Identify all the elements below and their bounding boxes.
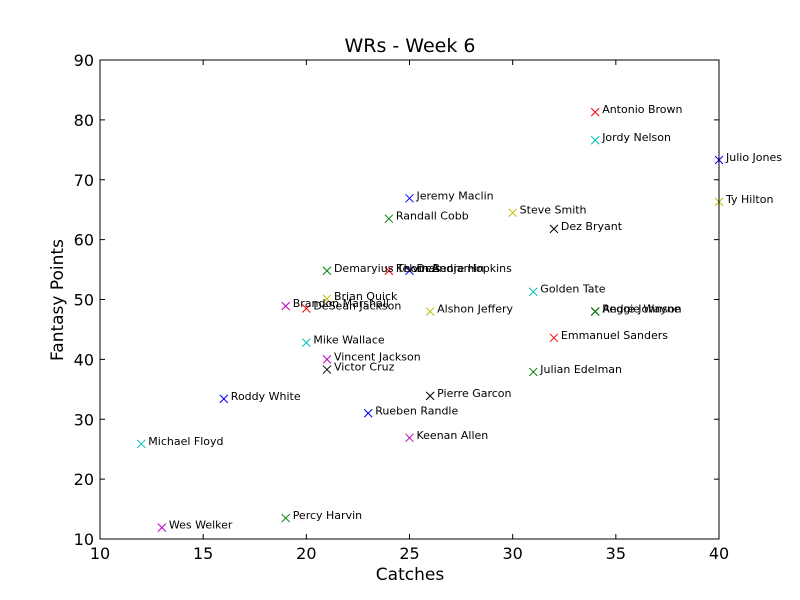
data-point: [425, 391, 435, 401]
point-label: Pierre Garcon: [437, 387, 511, 400]
point-label: Antonio Brown: [602, 103, 682, 116]
point-label: Michael Floyd: [148, 435, 223, 448]
y-tick-label: 30: [74, 410, 94, 429]
data-point: [549, 333, 559, 343]
y-tick: 50: [74, 291, 719, 310]
data-point: [301, 304, 311, 313]
x-tick: 35: [606, 60, 626, 563]
point-label: Jordy Nelson: [601, 131, 671, 144]
point-label: Victor Cruz: [334, 361, 395, 374]
data-point: [508, 208, 518, 218]
data-point: [322, 355, 332, 364]
data-point: [301, 338, 311, 347]
x-tick-label: 15: [193, 544, 213, 563]
point-label: Demaryius Thomas: [334, 262, 441, 275]
point-label: Randall Cobb: [396, 210, 469, 223]
plot-frame: [99, 59, 720, 540]
point-label: Reggie Wayne: [602, 302, 681, 315]
y-tick-label: 10: [74, 530, 94, 549]
data-point: [384, 266, 394, 276]
y-tick-label: 80: [74, 111, 94, 130]
point-label: Ty Hilton: [725, 193, 773, 206]
y-tick: 20: [74, 470, 719, 489]
y-tick: 80: [74, 111, 719, 130]
point-label: Mike Wallace: [313, 334, 385, 347]
data-point: [281, 301, 291, 311]
point-label: Wes Welker: [169, 519, 233, 532]
point-label: DeSean Jackson: [313, 299, 401, 312]
data-points: [136, 107, 724, 532]
data-point: [528, 367, 538, 377]
y-tick-label: 20: [74, 470, 94, 489]
point-label: Brian Quick: [334, 290, 398, 303]
data-point: [405, 193, 414, 203]
x-tick-label: 35: [606, 544, 626, 563]
point-label: Julian Edelman: [539, 363, 622, 376]
y-axis: 10 20 30 40 50 60 70 80 90: [74, 51, 719, 549]
data-point: [322, 365, 332, 374]
data-point: [322, 294, 332, 304]
point-label: Jeremy Maclin: [416, 189, 494, 202]
y-tick-label: 90: [74, 51, 94, 70]
data-point: [322, 266, 332, 276]
data-point: [363, 408, 373, 418]
x-tick-label: 30: [502, 544, 522, 563]
y-tick: 30: [74, 410, 719, 429]
data-point: [590, 107, 600, 117]
data-point: [219, 394, 229, 404]
point-label: Kelvin Benjamin: [396, 262, 484, 275]
point-label: Vincent Jackson: [334, 350, 421, 363]
point-label: Andre Johnson: [602, 302, 681, 315]
data-point: [590, 135, 600, 145]
point-label: Roddy White: [231, 390, 301, 403]
data-point: [136, 439, 146, 449]
data-point: [405, 266, 414, 276]
x-axis-label: Catches: [376, 565, 445, 585]
data-point: [549, 224, 559, 234]
point-label: Rueben Randle: [375, 404, 458, 417]
data-point: [384, 214, 394, 224]
data-point: [425, 307, 435, 316]
point-label: Dez Bryant: [561, 220, 623, 233]
y-tick-label: 50: [74, 291, 94, 310]
data-point: [590, 307, 600, 316]
point-label: Julio Jones: [725, 151, 782, 164]
y-tick: 70: [74, 171, 719, 190]
x-tick-label: 25: [399, 544, 419, 563]
point-label: Golden Tate: [540, 283, 605, 296]
x-tick-label: 40: [709, 544, 729, 563]
y-tick: 60: [74, 231, 719, 250]
x-tick: 20: [296, 60, 317, 563]
data-point: [405, 433, 414, 443]
y-tick-label: 70: [74, 171, 94, 190]
y-axis-label: Fantasy Points: [48, 239, 68, 361]
x-tick-label: 10: [90, 544, 110, 563]
data-point: [528, 287, 538, 297]
point-label: Keenan Allen: [417, 429, 489, 442]
x-tick: 25: [399, 60, 420, 563]
x-tick-label: 20: [296, 544, 316, 563]
point-label: Alshon Jeffery: [437, 302, 513, 315]
x-tick: 30: [502, 60, 523, 563]
point-label: DeAndre Hopkins: [417, 262, 513, 275]
y-tick-label: 40: [74, 350, 94, 369]
point-labels: Antonio Brown Jordy Nelson Julio Jones Ty H…: [148, 103, 782, 532]
data-point: [281, 513, 291, 523]
point-label: Percy Harvin: [293, 509, 362, 522]
chart-title: WRs - Week 6: [344, 35, 475, 57]
point-label: Brandon Marshall: [293, 297, 389, 310]
y-tick: 40: [74, 350, 719, 369]
point-label: Steve Smith: [520, 204, 587, 217]
x-tick: 15: [193, 60, 213, 563]
point-label: Emmanuel Sanders: [561, 329, 668, 342]
y-tick-label: 60: [74, 231, 94, 250]
data-point: [157, 523, 167, 532]
